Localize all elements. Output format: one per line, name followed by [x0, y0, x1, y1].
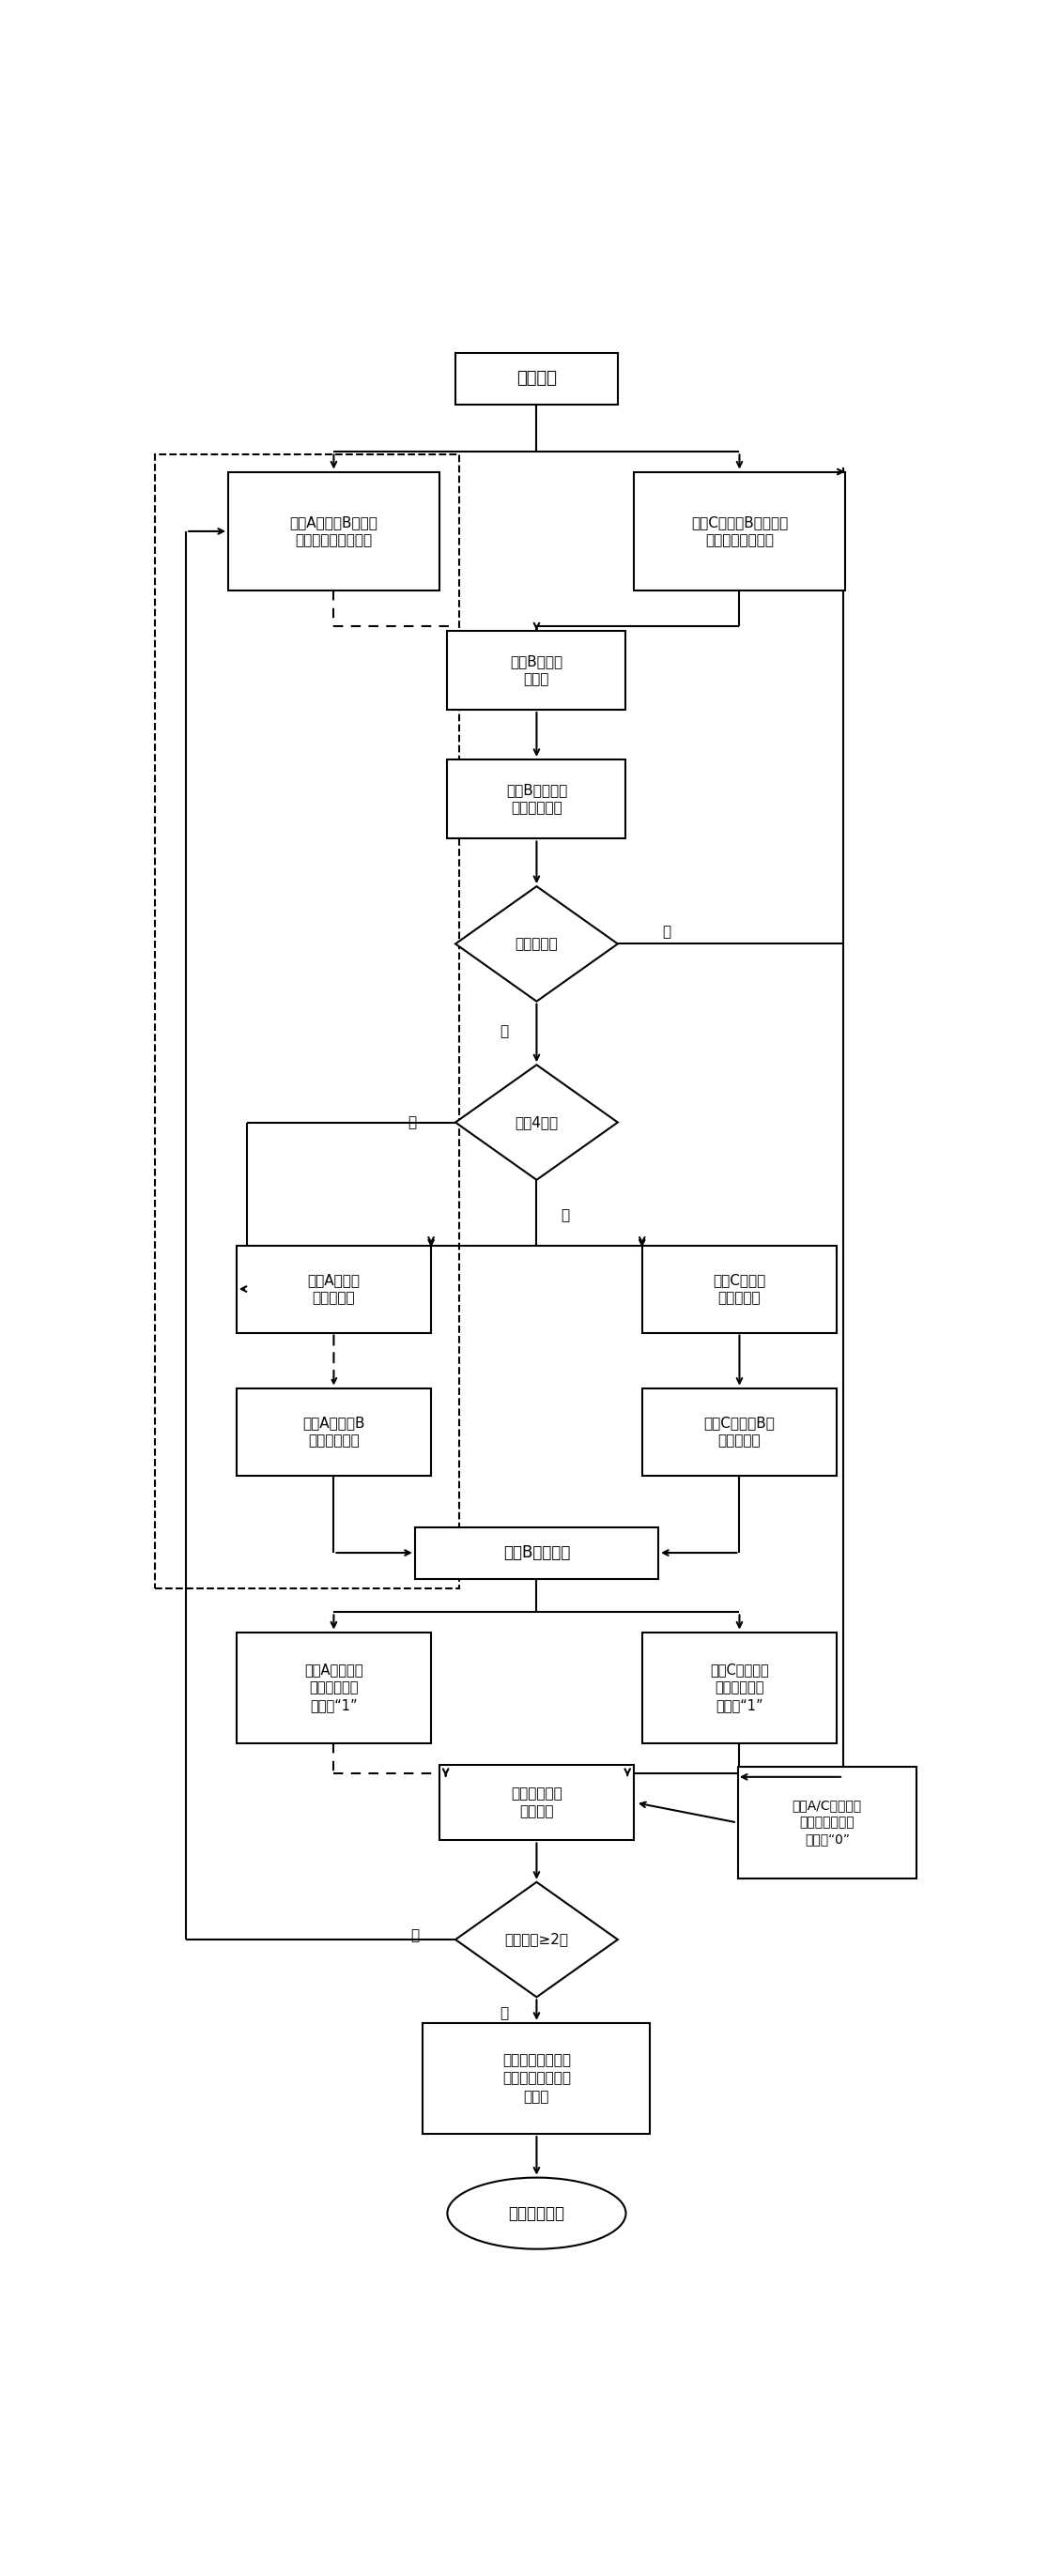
Text: 终端A/C应答模块
接收非死机结果
并输出“0”: 终端A/C应答模块 接收非死机结果 并输出“0”: [793, 1798, 862, 1847]
Text: 否: 否: [662, 925, 671, 940]
Text: 开始测试: 开始测试: [516, 371, 557, 386]
FancyBboxPatch shape: [642, 1388, 837, 1476]
Polygon shape: [455, 1064, 618, 1180]
FancyBboxPatch shape: [228, 471, 440, 590]
Text: 是: 是: [499, 1025, 509, 1038]
FancyBboxPatch shape: [423, 2022, 650, 2133]
Text: 终端A应答模块
接收死机结果
并输出“1”: 终端A应答模块 接收死机结果 并输出“1”: [305, 1662, 363, 1713]
Text: 是否死机？: 是否死机？: [515, 938, 558, 951]
Text: 主站输出模块启动
警报并提示死机终
端编号: 主站输出模块启动 警报并提示死机终 端编号: [503, 2053, 571, 2105]
Text: 本次测试结束: 本次测试结束: [509, 2205, 564, 2221]
Text: 否: 否: [410, 1929, 419, 1942]
FancyBboxPatch shape: [642, 1633, 837, 1744]
Text: 主站分析模块
接收结果: 主站分析模块 接收结果: [511, 1788, 562, 1819]
Polygon shape: [455, 1883, 618, 1996]
FancyBboxPatch shape: [440, 1765, 634, 1839]
Ellipse shape: [447, 2177, 626, 2249]
FancyBboxPatch shape: [237, 1633, 431, 1744]
Text: 结果个数≥2？: 结果个数≥2？: [505, 1932, 569, 1947]
Text: 否: 否: [561, 1208, 570, 1224]
FancyBboxPatch shape: [237, 1388, 431, 1476]
Text: 终端C给终端B发
送重启命令: 终端C给终端B发 送重启命令: [704, 1417, 775, 1448]
Text: 终端B开始重启: 终端B开始重启: [503, 1546, 571, 1561]
FancyBboxPatch shape: [634, 471, 845, 590]
Text: 终端A给终端B
发送重启命令: 终端A给终端B 发送重启命令: [303, 1417, 365, 1448]
Text: 终端C给终端B发送测试
命令（自检命令）: 终端C给终端B发送测试 命令（自检命令）: [691, 515, 788, 546]
Text: 终端C应答模块
接收死机结果
并输出“1”: 终端C应答模块 接收死机结果 并输出“1”: [710, 1662, 768, 1713]
FancyBboxPatch shape: [447, 631, 626, 711]
FancyBboxPatch shape: [455, 353, 618, 404]
FancyBboxPatch shape: [642, 1244, 837, 1332]
Text: 终端A给终端B发送测
试命令（自检命令）: 终端A给终端B发送测 试命令（自检命令）: [290, 515, 378, 546]
FancyBboxPatch shape: [237, 1244, 431, 1332]
Text: 终端B开始自查
当前运行数据: 终端B开始自查 当前运行数据: [506, 783, 567, 814]
FancyBboxPatch shape: [415, 1528, 659, 1579]
Text: 是: 是: [499, 2007, 509, 2020]
Text: 终端C反馈模
块接收结果: 终端C反馈模 块接收结果: [713, 1273, 765, 1306]
Polygon shape: [455, 886, 618, 1002]
Text: 终端B接收测
试命令: 终端B接收测 试命令: [510, 654, 563, 685]
Text: 终端A反馈模
块接收结果: 终端A反馈模 块接收结果: [308, 1273, 360, 1306]
Text: 是: 是: [408, 1115, 417, 1128]
FancyBboxPatch shape: [447, 760, 626, 840]
FancyBboxPatch shape: [738, 1767, 916, 1878]
Text: 死机4次？: 死机4次？: [515, 1115, 558, 1128]
